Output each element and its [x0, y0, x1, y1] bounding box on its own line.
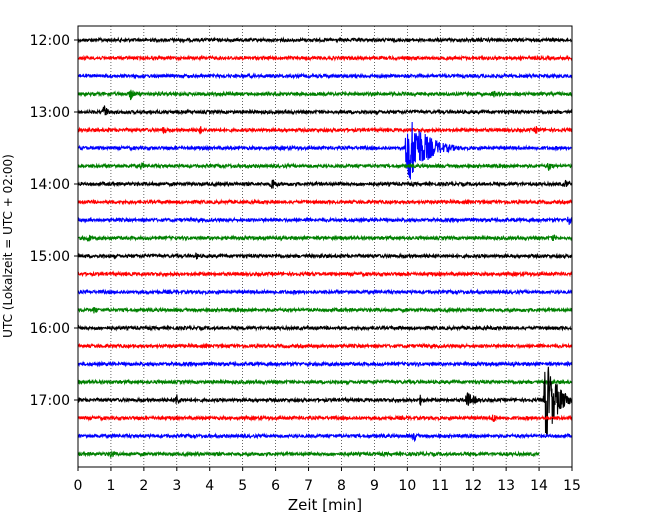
trace-line-1530: [77, 288, 573, 296]
trace-line-1315: [77, 125, 573, 135]
trace-line-1545: [77, 306, 573, 314]
x-tick-label: 12: [464, 478, 482, 494]
trace-line-1700: [77, 366, 573, 437]
trace-line-1500: [77, 252, 573, 260]
trace-line-1400: [77, 179, 573, 189]
y-axis-ticks: 12:00 13:00 14:00 15:00 16:00 17:00: [30, 33, 78, 409]
x-tick-label: 14: [530, 478, 548, 494]
x-tick-label: 11: [431, 478, 449, 494]
x-axis-label: Zeit [min]: [288, 496, 362, 514]
trace-line-1245: [77, 89, 573, 101]
trace-group: [77, 36, 573, 458]
y-axis-label: UTC (Lokalzeit = UTC + 02:00): [1, 154, 15, 338]
plot-frame: [77, 25, 573, 468]
x-tick-label: 5: [238, 478, 247, 494]
trace-line-1715: [77, 414, 573, 422]
trace-line-1745: [77, 449, 540, 458]
x-tick-label: 15: [563, 478, 581, 494]
x-tick-label: 13: [497, 478, 515, 494]
x-axis-ticks: 0 1 2 3 4 5 6 7 8 9 10 11 12 13 14 15: [74, 467, 581, 494]
trace-line-1615: [77, 342, 573, 350]
trace-line-1300: [77, 105, 573, 116]
trace-line-1445: [77, 234, 573, 242]
x-tick-label: 3: [172, 478, 181, 494]
x-tick-label: 1: [106, 478, 115, 494]
x-tick-label: 7: [304, 478, 313, 494]
x-tick-label: 0: [74, 478, 83, 494]
x-tick-label: 8: [337, 478, 346, 494]
x-tick-label: 2: [139, 478, 148, 494]
trace-line-1330: [77, 122, 573, 180]
y-tick-label: 15:00: [30, 249, 70, 265]
x-tick-label: 10: [398, 478, 416, 494]
trace-line-1730: [77, 432, 573, 443]
x-tick-label: 4: [205, 478, 214, 494]
trace-line-1415: [77, 198, 573, 206]
x-tick-label: 9: [370, 478, 379, 494]
trace-line-1345: [77, 161, 573, 171]
trace-line-1215: [77, 54, 573, 62]
trace-line-1430: [77, 216, 573, 225]
trace-line-1230: [77, 72, 573, 80]
trace-line-1630: [77, 360, 573, 368]
trace-line-1600: [77, 324, 573, 332]
y-tick-label: 12:00: [30, 33, 70, 49]
x-tick-label: 6: [271, 478, 280, 494]
y-tick-label: 17:00: [30, 393, 70, 409]
trace-line-1515: [77, 270, 573, 278]
trace-line-1645: [77, 378, 573, 386]
y-tick-label: 14:00: [30, 177, 70, 193]
y-tick-label: 13:00: [30, 105, 70, 121]
y-tick-label: 16:00: [30, 321, 70, 337]
trace-line-1200: [77, 36, 573, 44]
